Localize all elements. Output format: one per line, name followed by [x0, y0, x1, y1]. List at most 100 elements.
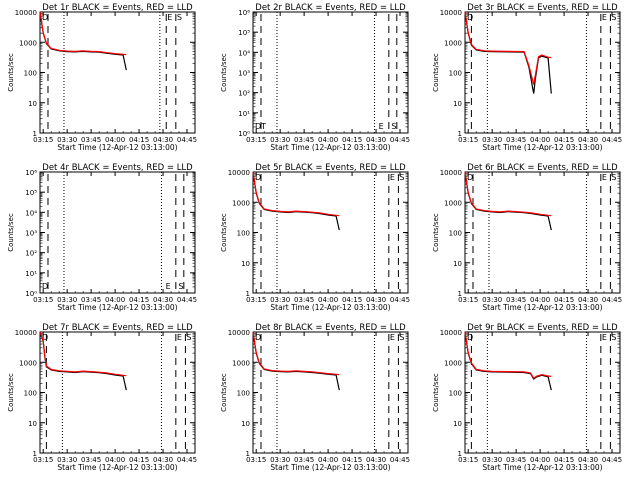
marker-label-s: S [611, 333, 616, 342]
x-axis-label: Start Time (12-Apr-12 03:13:00) [57, 303, 177, 312]
y-tick-label: 100 [237, 230, 250, 238]
x-tick-label: 03:30 [57, 136, 77, 144]
y-tick-label: 10² [25, 250, 37, 258]
x-tick-label: 04:00 [105, 456, 125, 464]
marker-label-s: S [399, 333, 404, 342]
x-tick-label: 04:00 [105, 296, 125, 304]
y-tick-label: 1 [246, 290, 250, 298]
y-tick-label: 1000 [19, 359, 37, 367]
y-axis-label: Counts/sec [432, 373, 440, 412]
y-tick-label: 10² [238, 90, 250, 98]
plot-frame [39, 331, 196, 454]
x-tick-label: 04:00 [530, 296, 550, 304]
y-tick-label: 10⁶ [25, 169, 37, 177]
y-tick-label: 1 [458, 130, 462, 138]
series-events-line [39, 331, 127, 391]
y-tick-label: 10⁵ [238, 29, 250, 37]
y-tick-label: 10⁰ [238, 130, 250, 138]
panel-title: Det 6r BLACK = Events, RED = LLD [467, 163, 618, 173]
y-tick-label: 1000 [444, 359, 462, 367]
marker-label-e: E [167, 13, 172, 22]
x-tick-label: 03:15 [458, 296, 478, 304]
panel-title: Det 3r BLACK = Events, RED = LLD [467, 3, 618, 13]
y-tick-label: 10 [241, 420, 250, 428]
x-axis-label: Start Time (12-Apr-12 03:13:00) [57, 143, 177, 152]
x-tick-label: 04:15 [342, 456, 362, 464]
x-tick-label: 04:00 [530, 136, 550, 144]
x-tick-label: 04:15 [554, 136, 574, 144]
marker-label-s: S [391, 122, 396, 131]
y-tick-label: 1000 [232, 199, 250, 207]
x-axis-label: Start Time (12-Apr-12 03:13:00) [482, 303, 602, 312]
plot-frame [252, 331, 409, 454]
series-lld-line [39, 11, 127, 56]
x-tick-label: 03:45 [294, 296, 314, 304]
x-tick-label: 04:00 [318, 136, 338, 144]
x-tick-label: 03:45 [81, 136, 101, 144]
x-tick-label: 04:30 [366, 296, 386, 304]
plot-frame [252, 171, 409, 294]
y-tick-label: 10 [453, 100, 462, 108]
panel-9: Det 9r BLACK = Events, RED = LLD 1 10 100 10… [432, 323, 622, 472]
y-axis-label: Counts/sec [220, 213, 228, 252]
y-tick-label: 10000 [15, 9, 37, 17]
marker-label-e: E [602, 173, 607, 182]
y-tick-label: 10⁴ [238, 49, 250, 57]
marker-label-d: D [467, 173, 473, 182]
y-tick-label: 10⁵ [25, 189, 37, 197]
x-tick-label: 04:00 [105, 136, 125, 144]
x-axis-label: Start Time (12-Apr-12 03:13:00) [270, 303, 390, 312]
x-axis-label: Start Time (12-Apr-12 03:13:00) [482, 463, 602, 472]
y-tick-label: 10000 [440, 9, 462, 17]
y-tick-label: 1000 [232, 359, 250, 367]
panel-title: Det 8r BLACK = Events, RED = LLD [255, 323, 406, 333]
series-lld-line [252, 331, 340, 376]
x-tick-label: 04:15 [129, 456, 149, 464]
x-tick-label: 04:30 [153, 456, 173, 464]
y-tick-label: 10¹ [238, 110, 250, 118]
series-events-line [39, 11, 127, 71]
panel-title: Det 5r BLACK = Events, RED = LLD [255, 163, 406, 173]
marker-label-e: E [177, 333, 182, 342]
x-tick-label: 03:15 [33, 296, 53, 304]
panel-6: Det 6r BLACK = Events, RED = LLD 1 10 100 10… [432, 163, 622, 312]
plot-frame [39, 11, 196, 134]
x-tick-label: 03:15 [246, 296, 266, 304]
marker-label-d: D [42, 13, 48, 22]
y-tick-label: 100 [237, 390, 250, 398]
y-axis-label: Counts/sec [220, 53, 228, 92]
series-events-line [464, 171, 552, 231]
y-tick-label: 10000 [440, 329, 462, 337]
marker-label-dt: DT [255, 122, 266, 131]
x-tick-label: 03:30 [270, 136, 290, 144]
x-tick-label: 04:30 [578, 296, 598, 304]
x-tick-label: 03:15 [458, 456, 478, 464]
series-lld-line [464, 11, 552, 85]
y-tick-label: 10 [241, 260, 250, 268]
y-tick-label: 10⁶ [238, 9, 250, 17]
y-tick-label: 1000 [444, 39, 462, 47]
marker-label-e: E [602, 333, 607, 342]
y-tick-label: 10³ [238, 70, 250, 78]
panel-5: Det 5r BLACK = Events, RED = LLD 1 10 100 10… [220, 163, 410, 312]
x-tick-label: 03:45 [81, 296, 101, 304]
marker-label-s: S [177, 13, 182, 22]
y-tick-label: 1 [246, 450, 250, 458]
x-tick-label: 04:30 [366, 456, 386, 464]
series-lld-line [464, 331, 552, 379]
panel-title: Det 2r BLACK = Events, RED = LLD [255, 3, 406, 13]
plot-frame [464, 11, 621, 134]
marker-label-d: D [255, 173, 261, 182]
y-tick-label: 1000 [19, 39, 37, 47]
plot-frame [464, 171, 621, 294]
x-tick-label: 04:45 [602, 136, 622, 144]
y-tick-label: 1 [458, 290, 462, 298]
x-tick-label: 04:15 [129, 136, 149, 144]
marker-label-d: D [467, 13, 473, 22]
x-tick-label: 03:45 [294, 456, 314, 464]
y-tick-label: 1 [33, 450, 37, 458]
x-tick-label: 03:15 [33, 456, 53, 464]
x-tick-label: 04:15 [342, 136, 362, 144]
x-tick-label: 03:15 [458, 136, 478, 144]
y-tick-label: 10⁰ [25, 290, 37, 298]
